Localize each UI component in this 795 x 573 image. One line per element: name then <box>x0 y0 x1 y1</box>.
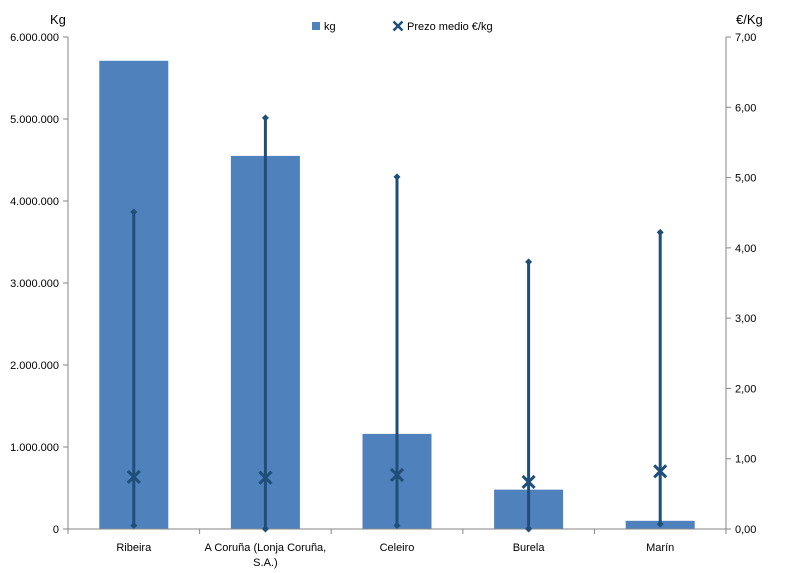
y-right-tick-label: 6,00 <box>735 102 756 114</box>
price-high-marker-3 <box>525 258 533 266</box>
y-right-tick-label: 7,00 <box>735 32 756 44</box>
price-mean-marker-4 <box>653 464 668 479</box>
y-right-tick-label: 1,00 <box>735 454 756 466</box>
price-mean-marker-0 <box>126 469 141 485</box>
y-right-tick-label: 2,00 <box>735 383 756 395</box>
y-right-tick-label: 4,00 <box>735 243 756 255</box>
price-low-marker-1 <box>261 525 269 533</box>
y-right-tick-label: 3,00 <box>735 313 756 325</box>
price-low-marker-3 <box>525 525 533 533</box>
legend-swatch-kg <box>312 22 320 30</box>
legend-x-stroke <box>392 20 404 32</box>
price-mean-marker-1 <box>258 470 273 485</box>
price-mean-x-stroke <box>653 464 668 479</box>
legend-label-kg: kg <box>324 21 336 33</box>
y-left-tick-label: 5.000.000 <box>10 114 59 126</box>
price-mean-marker-2 <box>389 467 405 482</box>
price-high-marker-0 <box>130 208 138 216</box>
legend-swatch-price <box>392 20 404 32</box>
y-right-tick-label: 5,00 <box>735 173 756 185</box>
price-low-marker-4 <box>656 520 664 528</box>
x-tick-label: S.A.) <box>253 557 277 569</box>
legend-label-price: Prezo medio €/kg <box>407 21 493 33</box>
x-tick-label: A Coruña (Lonja Coruña, <box>205 542 327 554</box>
price-high-marker-1 <box>261 114 269 122</box>
price-low-marker-0 <box>130 521 138 529</box>
y-left-axis-label: Kg <box>50 12 66 27</box>
x-tick-label: Burela <box>513 542 546 554</box>
price-high-marker-4 <box>656 228 664 236</box>
y-left-tick-label: 0 <box>53 524 59 536</box>
price-mean-x-stroke <box>126 469 141 485</box>
price-mean-x-stroke <box>389 467 405 482</box>
y-left-tick-label: 6.000.000 <box>10 32 59 44</box>
x-tick-label: Celeiro <box>380 542 415 554</box>
price-layer <box>126 114 668 533</box>
axes-layer <box>63 36 731 534</box>
x-tick-label: Ribeira <box>116 542 152 554</box>
x-tick-label: Marín <box>646 542 674 554</box>
y-right-axis-label: €/Kg <box>736 12 763 27</box>
legend: kg Prezo medio €/kg <box>312 20 493 33</box>
labels-layer: 0 1.000.000 2.000.000 3.000.000 4.000.000 5.0… <box>10 12 763 569</box>
y-left-tick-label: 2.000.000 <box>10 360 59 372</box>
y-left-tick-label: 1.000.000 <box>10 442 59 454</box>
y-left-tick-label: 3.000.000 <box>10 278 59 290</box>
price-mean-x-stroke <box>521 474 536 489</box>
price-low-marker-2 <box>393 521 401 529</box>
y-right-tick-label: 0,00 <box>735 524 756 536</box>
y-left-tick-label: 4.000.000 <box>10 196 59 208</box>
price-mean-marker-3 <box>521 474 536 489</box>
price-mean-x-stroke <box>258 470 273 485</box>
price-high-marker-2 <box>393 173 401 181</box>
